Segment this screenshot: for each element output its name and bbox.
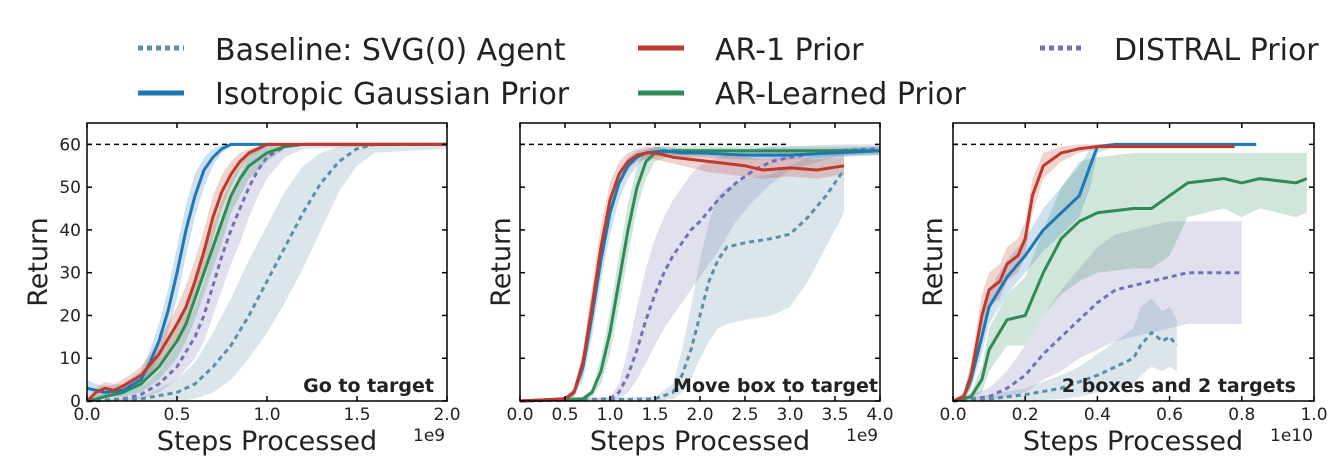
y-tick-label: 0	[70, 392, 81, 412]
line-arl	[519, 149, 880, 403]
band-baseline	[87, 144, 447, 401]
band-arl	[953, 152, 1307, 401]
band-distral	[953, 221, 1242, 401]
x-axis-label: Steps Processed	[590, 426, 810, 457]
panel-title: Go to target	[303, 375, 434, 397]
x-scale-label: 1e9	[846, 426, 878, 446]
panel-title: 2 boxes and 2 targets	[1062, 375, 1296, 397]
x-tick-label: 1.5	[343, 405, 370, 425]
x-tick-label: 0.6	[1156, 405, 1183, 425]
x-tick-label: 4.0	[866, 405, 893, 425]
legend-label-baseline: Baseline: SVG(0) Agent	[215, 33, 566, 68]
y-tick-label: 60	[59, 135, 81, 155]
line-iso	[952, 142, 1257, 403]
y-tick-label: 10	[59, 349, 81, 369]
x-tick-label: 1.0	[1300, 405, 1327, 425]
x-tick-label: 1.0	[253, 405, 280, 425]
x-tick-label: 0.2	[1012, 405, 1039, 425]
line-arl	[86, 142, 447, 403]
band-ar1	[87, 144, 447, 401]
line-baseline	[86, 142, 447, 403]
line-baseline	[952, 331, 1178, 403]
x-tick-label: 0.5	[163, 405, 190, 425]
x-tick-label: 3.5	[821, 405, 848, 425]
x-tick-label: 3.0	[776, 405, 803, 425]
y-axis-label: Return	[918, 217, 949, 307]
legend: Baseline: SVG(0) Agent Isotropic Gaussia…	[138, 33, 1319, 112]
x-axis-label: Steps Processed	[157, 426, 377, 457]
axes-frame	[952, 122, 1315, 402]
line-ar1	[85, 142, 447, 403]
plot-area	[85, 122, 448, 403]
panel-2-boxes-and-2-targets: Return Steps Processed 1e10 2 boxes and …	[918, 122, 1328, 457]
x-tick-label: 0.5	[551, 405, 578, 425]
band-baseline	[953, 298, 1177, 401]
x-tick-label: 0.0	[506, 405, 533, 425]
line-ar1	[952, 145, 1235, 403]
x-tick-label: 0.4	[1084, 405, 1111, 425]
y-axis-label: Return	[486, 217, 517, 307]
x-tick-label: 0.0	[939, 405, 966, 425]
x-tick-label: 2.5	[731, 405, 758, 425]
x-tick-label: 0.8	[1228, 405, 1255, 425]
plot-area	[952, 122, 1315, 403]
x-tick-label: 2.0	[686, 405, 713, 425]
band-distral	[520, 144, 880, 401]
y-tick-label: 20	[59, 306, 81, 326]
line-distral	[86, 142, 447, 403]
panel-move-box-to-target: Return Steps Processed 1e9 Move box to t…	[486, 122, 894, 457]
line-ar1	[519, 151, 845, 403]
x-tick-label: 1.0	[596, 405, 623, 425]
x-tick-label: 1.5	[641, 405, 668, 425]
y-tick-label: 50	[59, 178, 81, 198]
y-axis-label: Return	[23, 217, 54, 307]
panel-go-to-target: Return Steps Processed 1e9 Go to target …	[23, 122, 461, 457]
y-tick-label: 40	[59, 221, 81, 241]
line-distral	[519, 147, 881, 403]
x-scale-label: 1e9	[413, 426, 445, 446]
line-arl	[952, 177, 1308, 403]
plot-area	[519, 122, 881, 403]
band-ar1	[520, 146, 844, 401]
x-scale-label: 1e10	[1270, 426, 1313, 446]
line-distral	[952, 271, 1242, 403]
line-iso	[86, 142, 447, 394]
band-baseline	[520, 148, 844, 401]
line-baseline	[519, 169, 846, 403]
x-axis-label: Steps Processed	[1023, 426, 1243, 457]
legend-label-ar-learned: AR-Learned Prior	[715, 77, 966, 112]
x-tick-label: 0.0	[73, 405, 100, 425]
y-tick-label: 30	[59, 264, 81, 284]
legend-label-distral: DISTRAL Prior	[1114, 33, 1319, 68]
panel-title: Move box to target	[673, 375, 878, 397]
legend-label-ar1: AR-1 Prior	[715, 33, 864, 68]
legend-label-isotropic-gaussian: Isotropic Gaussian Prior	[215, 77, 570, 112]
x-tick-label: 2.0	[433, 405, 460, 425]
band-iso	[953, 144, 1257, 401]
band-arl	[87, 144, 447, 401]
